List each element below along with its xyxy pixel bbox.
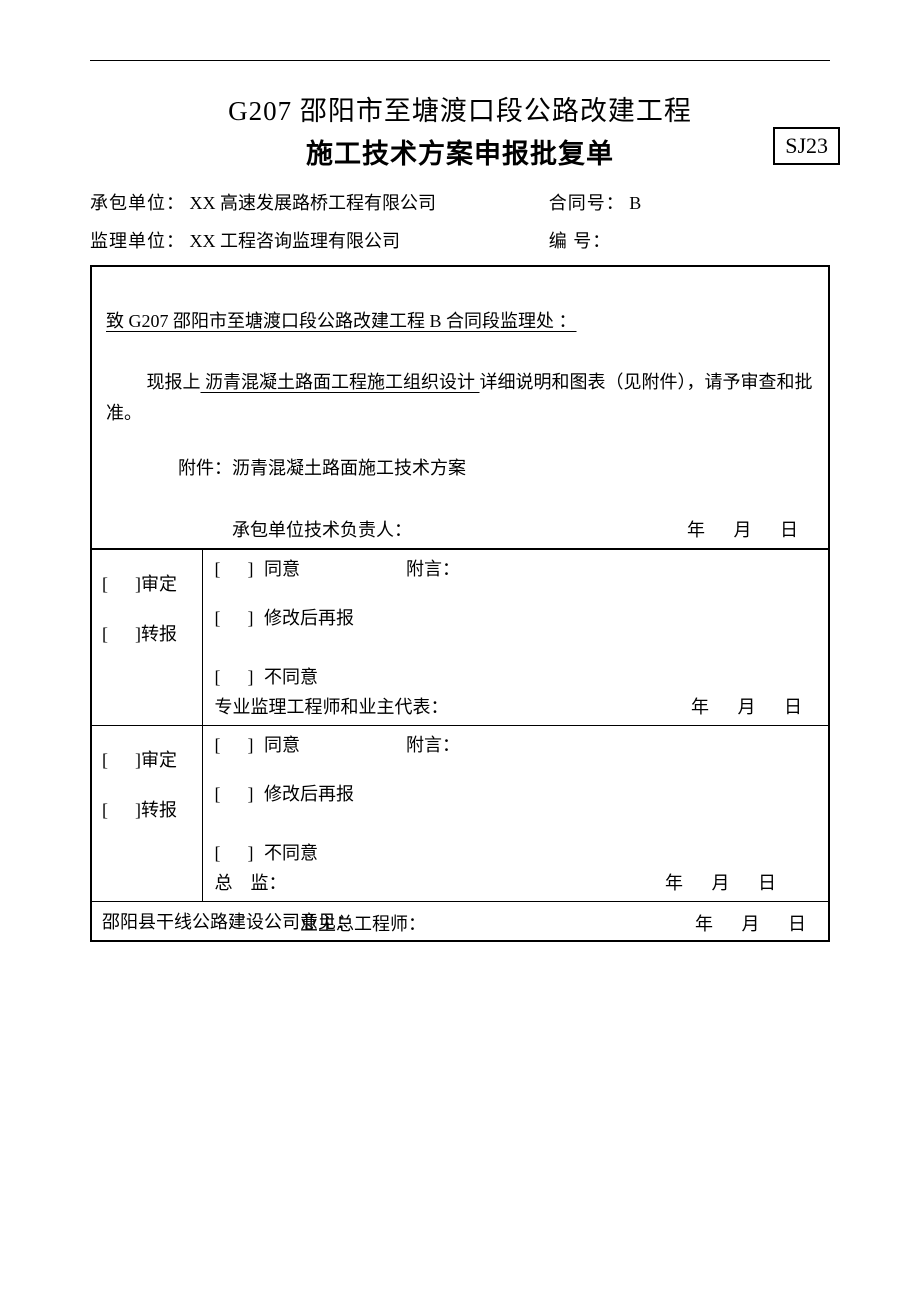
checkbox-forward-1[interactable]: [ ] — [102, 624, 141, 644]
opt-agree-1: 同意 — [264, 556, 300, 583]
date-d-2: 日 — [784, 697, 802, 717]
left-approve-2: [ ]审定 — [102, 746, 192, 772]
supervisor-value: XX 工程咨询监理有限公司 — [190, 231, 401, 251]
company-opinion-row: 邵阳县干线公路建设公司意见： 业主总工程师： 年 月 日 — [92, 902, 828, 941]
opt-disagree-line-2: [ ] 不同意 — [215, 840, 819, 867]
date-m-4: 月 — [742, 914, 760, 934]
body-underline: 沥青混凝土路面工程施工组织设计 — [201, 372, 480, 392]
opt-forward-2: 转报 — [141, 800, 177, 820]
checkbox-disagree-2[interactable]: [ ] — [215, 840, 259, 867]
remark-label-2: 附言： — [406, 732, 460, 759]
checkbox-approve-1[interactable]: [ ] — [102, 574, 141, 594]
opt-agree-line-2: [ ] 同意 附言： — [215, 732, 819, 759]
meta-block: 承包单位： XX 高速发展路桥工程有限公司 合同号： B 监理单位： XX 工程… — [90, 189, 830, 253]
date-d-4: 日 — [788, 914, 806, 934]
contractor-sig-row: 承包单位技术负责人： 年 月 日 — [106, 516, 814, 542]
opt-agree-2: 同意 — [264, 732, 300, 759]
checkbox-agree-1[interactable]: [ ] — [215, 556, 259, 583]
upper-section: 致 G207 邵阳市至塘渡口段公路改建工程 B 合同段监理处 ： 现报上 沥青混… — [92, 267, 828, 549]
contractor-label: 承包单位： — [90, 193, 185, 213]
approval-row-1: [ ]审定 [ ]转报 [ ] 同意 附言： [ ] 修改后再报 — [92, 550, 828, 726]
date-d-3: 日 — [758, 873, 776, 893]
left-forward-1: [ ]转报 — [102, 620, 192, 646]
title-block: G207 邵阳市至塘渡口段公路改建工程 施工技术方案申报批复单 SJ23 — [90, 89, 830, 171]
title-main: G207 邵阳市至塘渡口段公路改建工程 — [90, 89, 830, 128]
engrep-date-slots: 年 月 日 — [679, 693, 818, 719]
address-text: 致 G207 邵阳市至塘渡口段公路改建工程 B 合同段监理处 ： — [106, 311, 577, 331]
left-forward-2: [ ]转报 — [102, 796, 192, 822]
opt-disagree-2: 不同意 — [264, 840, 318, 867]
meta-row-contractor: 承包单位： XX 高速发展路桥工程有限公司 合同号： B — [90, 189, 830, 215]
engrep-sig-row: 专业监理工程师和业主代表： 年 月 日 — [215, 693, 819, 719]
checkbox-disagree-1[interactable]: [ ] — [215, 664, 259, 691]
date-m: 月 — [734, 520, 752, 540]
opt-agree-line-1: [ ] 同意 附言： — [215, 556, 819, 583]
contractno-label: 合同号： — [549, 193, 625, 213]
chief-char: 总 — [215, 873, 251, 893]
chief-date-slots: 年 月 日 — [653, 869, 818, 895]
meta-row-supervisor: 监理单位： XX 工程咨询监理有限公司 编 号： — [90, 227, 830, 253]
date-d: 日 — [780, 520, 798, 540]
opt-revise-1: 修改后再报 — [264, 605, 354, 632]
contractor-sig-label: 承包单位技术负责人： — [232, 516, 412, 542]
date-y-3: 年 — [665, 873, 683, 893]
owner-chief-label: 业主总工程师： — [300, 910, 426, 936]
opt-revise-2: 修改后再报 — [264, 781, 354, 808]
address-line: 致 G207 邵阳市至塘渡口段公路改建工程 B 合同段监理处 ： — [106, 307, 814, 333]
checkbox-approve-2[interactable]: [ ] — [102, 750, 141, 770]
approval-table: [ ]审定 [ ]转报 [ ] 同意 附言： [ ] 修改后再报 — [92, 549, 828, 940]
date-m-2: 月 — [738, 697, 756, 717]
chief-sig-row: 总监： 年 月 日 — [215, 869, 819, 895]
chief-sig-label: 总监： — [215, 869, 287, 895]
doc-code-box: SJ23 — [773, 127, 840, 165]
contractor-date-slots: 年 月 日 — [675, 516, 814, 542]
title-sub: 施工技术方案申报批复单 — [90, 132, 830, 171]
opt-revise-line-2: [ ] 修改后再报 — [215, 781, 819, 808]
checkbox-revise-1[interactable]: [ ] — [215, 605, 259, 632]
chief-suffix: 监： — [251, 873, 287, 893]
date-m-3: 月 — [712, 873, 730, 893]
opt-forward-1: 转报 — [141, 624, 177, 644]
body-pre: 现报上 — [147, 372, 201, 392]
attachment-line: 附件：沥青混凝土路面施工技术方案 — [178, 454, 814, 480]
supervisor-label: 监理单位： — [90, 231, 185, 251]
engrep-sig-label: 专业监理工程师和业主代表： — [215, 693, 449, 719]
approval-row-2: [ ]审定 [ ]转报 [ ] 同意 附言： [ ] 修改后再报 — [92, 726, 828, 902]
checkbox-agree-2[interactable]: [ ] — [215, 732, 259, 759]
checkbox-revise-2[interactable]: [ ] — [215, 781, 259, 808]
date-y: 年 — [687, 520, 705, 540]
contractno-value: B — [629, 193, 641, 213]
serial-label: 编 号： — [549, 231, 612, 251]
owner-chief-date-slots: 年 月 日 — [683, 910, 818, 936]
left-approve-1: [ ]审定 — [102, 570, 192, 596]
contractor-value: XX 高速发展路桥工程有限公司 — [190, 193, 437, 213]
opt-revise-line-1: [ ] 修改后再报 — [215, 605, 819, 632]
checkbox-forward-2[interactable]: [ ] — [102, 800, 141, 820]
owner-chief-sig-row: 业主总工程师： 年 月 日 — [92, 910, 828, 936]
body-text: 现报上 沥青混凝土路面工程施工组织设计 详细说明和图表（见附件），请予审查和批准… — [106, 367, 814, 428]
opt-approve-1: 审定 — [141, 574, 177, 594]
opt-approve-2: 审定 — [141, 750, 177, 770]
opt-disagree-1: 不同意 — [264, 664, 318, 691]
date-y-4: 年 — [695, 914, 713, 934]
opt-disagree-line-1: [ ] 不同意 — [215, 664, 819, 691]
remark-label-1: 附言： — [406, 556, 460, 583]
date-y-2: 年 — [691, 697, 709, 717]
top-divider — [90, 60, 830, 61]
main-box: 致 G207 邵阳市至塘渡口段公路改建工程 B 合同段监理处 ： 现报上 沥青混… — [90, 265, 830, 942]
